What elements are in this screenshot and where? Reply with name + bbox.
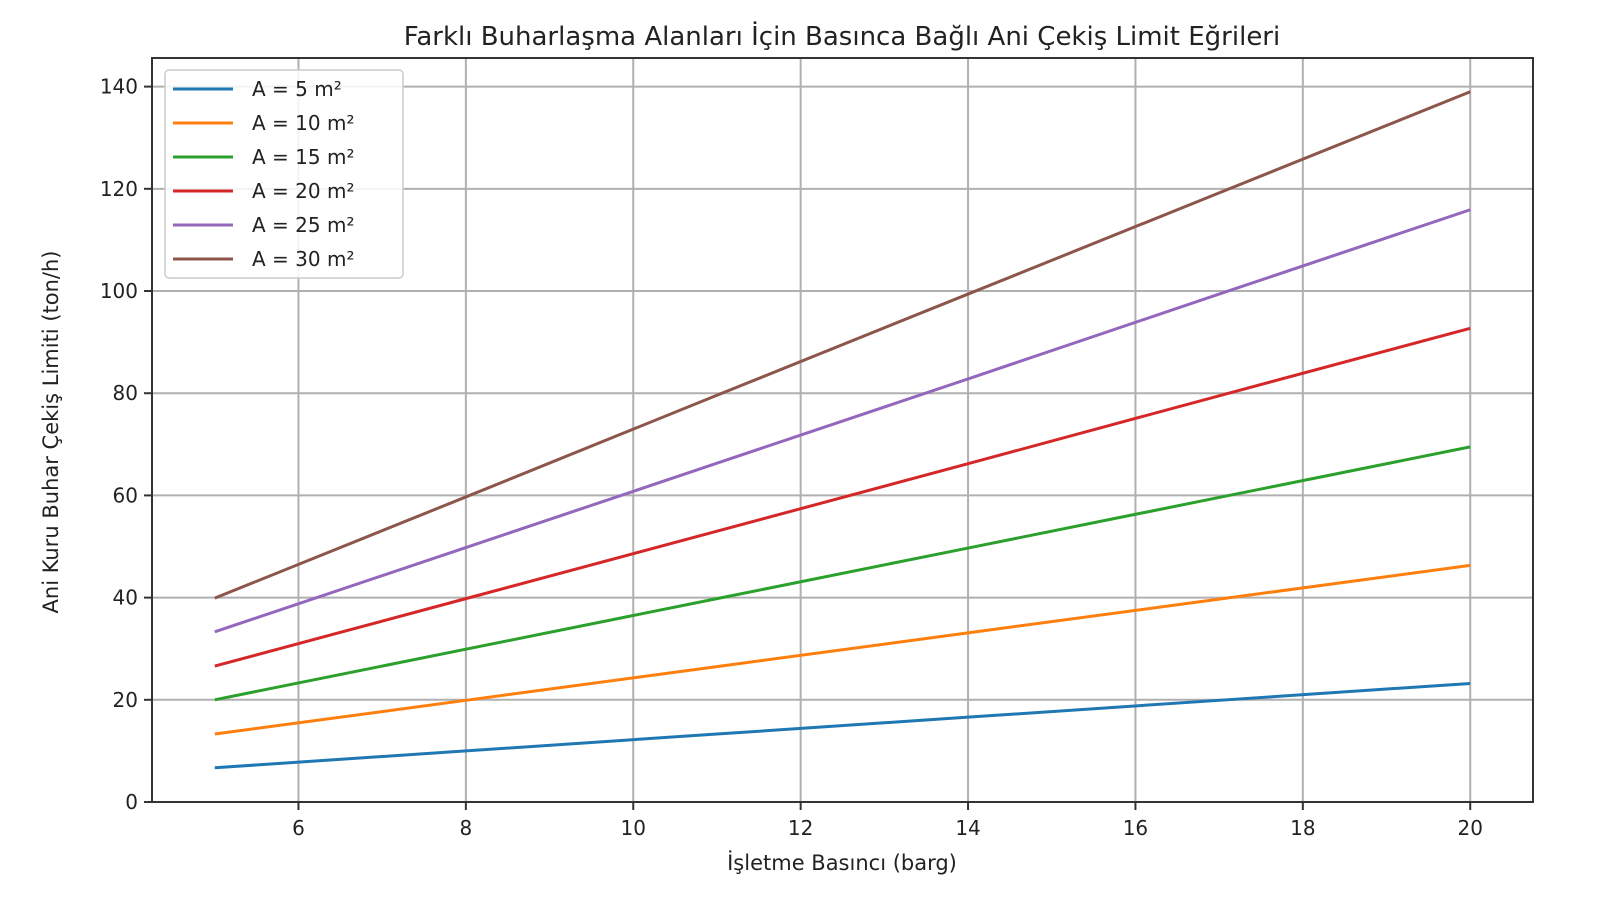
y-tick-label: 20 [113,688,138,712]
x-axis-label: İşletme Basıncı (barg) [727,850,957,875]
series-lines [214,90,1471,770]
series-line [214,90,1471,600]
x-tick-label: 10 [621,816,646,840]
legend-label: A = 10 m² [252,111,354,135]
y-axis-ticks: 0 20 40 60 80 100 120 140 [100,75,152,814]
y-tick-label: 80 [113,381,138,405]
x-tick-label: 18 [1290,816,1315,840]
y-tick-label: 60 [113,483,138,507]
legend-label: A = 30 m² [252,247,354,271]
x-tick-label: 16 [1123,816,1148,840]
y-axis-label: Ani Kuru Buhar Çekiş Limiti (ton/h) [39,251,63,614]
x-tick-label: 6 [292,816,305,840]
legend-label: A = 20 m² [252,179,354,203]
x-tick-label: 20 [1458,816,1483,840]
x-axis-ticks: 6 8 10 12 14 16 18 20 [292,802,1483,840]
y-tick-label: 40 [113,586,138,610]
x-tick-label: 8 [459,816,472,840]
series-line [214,563,1471,736]
plot-frame [151,57,1534,803]
series-line [214,208,1471,634]
series-line [214,326,1471,668]
legend: A = 5 m² A = 10 m² A = 15 m² A = 20 m² A = 2… [164,69,404,279]
series-line [214,445,1471,702]
y-tick-label: 120 [100,177,138,201]
legend-label: A = 25 m² [252,213,354,237]
y-tick-label: 0 [125,790,138,814]
y-tick-label: 140 [100,75,138,99]
x-tick-label: 12 [788,816,813,840]
chart-title: Farklı Buharlaşma Alanları İçin Basınca … [404,20,1280,52]
legend-label: A = 5 m² [252,77,342,101]
grid [152,58,1533,803]
legend-label: A = 15 m² [252,145,354,169]
x-tick-label: 14 [955,816,980,840]
y-tick-label: 100 [100,279,138,303]
series-line [214,681,1471,770]
